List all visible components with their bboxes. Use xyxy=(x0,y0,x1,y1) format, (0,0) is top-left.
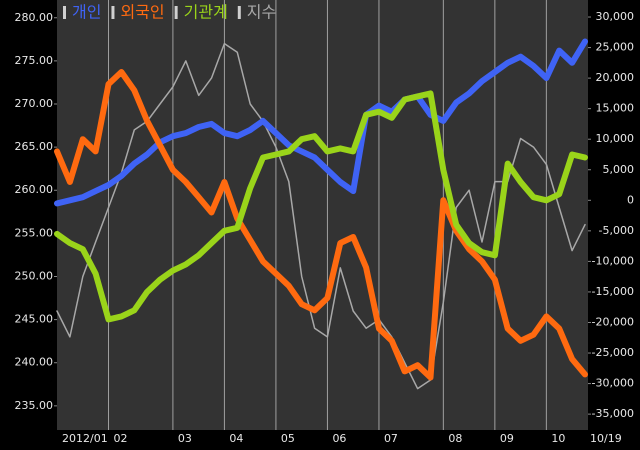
legend-label: 지수 xyxy=(247,3,276,22)
y2-tick-label: -20,000 xyxy=(592,315,634,328)
y2-tick-label: 0 xyxy=(627,193,634,206)
y-tick-label: 250.00 xyxy=(15,269,54,282)
x-tick-label: 05 xyxy=(281,432,295,445)
y2-tick-label: 30,000 xyxy=(596,10,635,23)
y-tick-label: 235.00 xyxy=(15,399,54,412)
y-tick-label: 245.00 xyxy=(15,313,54,326)
y-tick-label: 260.00 xyxy=(15,183,54,196)
legend-marker xyxy=(63,6,66,19)
y-tick-label: 240.00 xyxy=(15,356,54,369)
x-tick-label: 08 xyxy=(448,432,462,445)
series-line xyxy=(54,38,588,207)
y-tick-label: 275.00 xyxy=(15,54,54,67)
y-tick-label: 280.00 xyxy=(15,11,54,24)
legend-marker xyxy=(174,6,178,19)
legend-marker xyxy=(237,6,241,19)
y2-tick-label: 5,000 xyxy=(603,163,635,176)
y-tick-label: 265.00 xyxy=(15,140,54,153)
series-line xyxy=(54,69,588,381)
y2-tick-label: -5,000 xyxy=(599,224,634,237)
legend-label: 개인 xyxy=(72,3,101,22)
y2-tick-label: -10,000 xyxy=(592,254,634,267)
x-tick-label: 03 xyxy=(178,432,192,445)
x-tick-label: 10/19 xyxy=(590,432,622,445)
y2-tick-label: 15,000 xyxy=(596,102,635,115)
y-tick-label: 270.00 xyxy=(15,97,54,110)
y2-tick-label: -35,000 xyxy=(592,407,634,420)
y2-tick-label: 20,000 xyxy=(596,71,635,84)
y2-tick-label: 25,000 xyxy=(596,41,635,54)
y2-tick-label: -30,000 xyxy=(592,377,634,390)
x-tick-label: 10 xyxy=(551,432,565,445)
y2-tick-label: -25,000 xyxy=(592,346,634,359)
legend-label: 기관계 xyxy=(184,3,228,22)
x-tick-label: 07 xyxy=(384,432,398,445)
x-tick-label: 2012/01 xyxy=(62,432,108,445)
x-tick-label: 09 xyxy=(500,432,514,445)
series-line xyxy=(54,90,588,323)
y2-tick-label: 10,000 xyxy=(596,132,635,145)
x-tick-label: 06 xyxy=(332,432,346,445)
y-tick-label: 255.00 xyxy=(15,226,54,239)
x-tick-label: 04 xyxy=(229,432,243,445)
legend-marker xyxy=(111,6,115,19)
legend-label: 외국인 xyxy=(120,3,164,22)
y2-tick-label: -15,000 xyxy=(592,285,634,298)
x-tick-label: 02 xyxy=(114,432,128,445)
